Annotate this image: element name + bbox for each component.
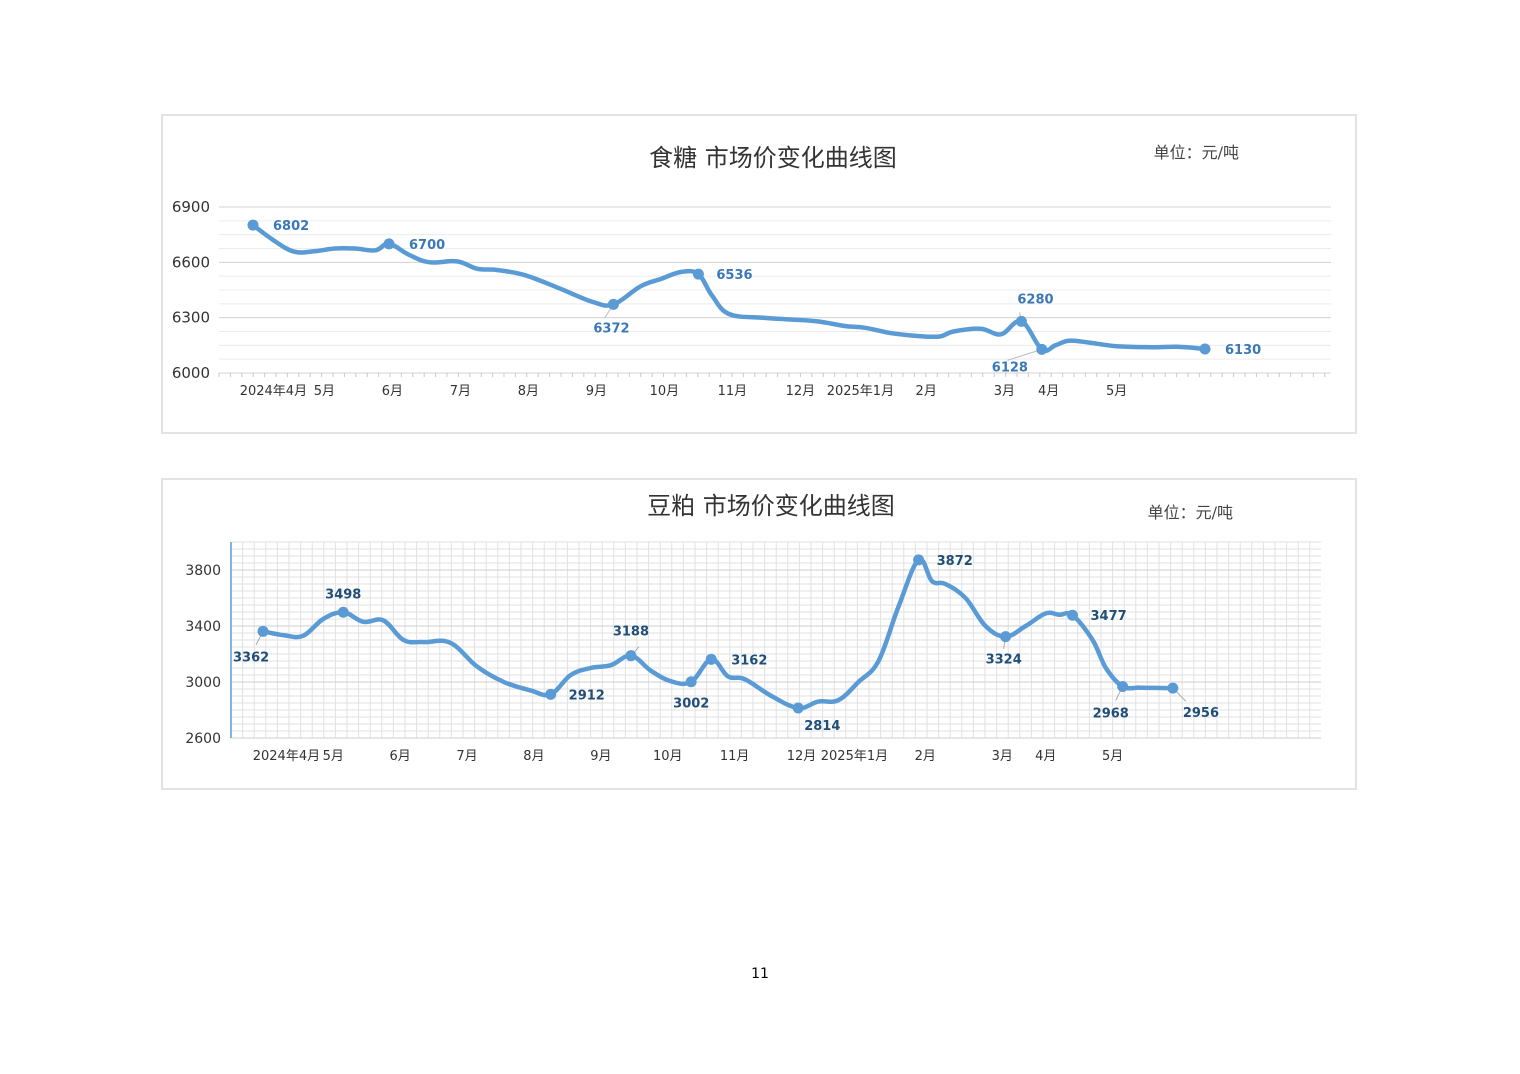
x-tick-label: 5月 <box>323 749 344 764</box>
data-label: 3362 <box>233 650 269 665</box>
data-point-marker <box>1199 343 1211 355</box>
y-tick-label: 6000 <box>172 364 210 382</box>
x-tick-label: 2月 <box>916 384 937 399</box>
page-number: 11 <box>751 966 769 982</box>
y-tick-label: 3400 <box>185 619 221 635</box>
x-tick-label: 8月 <box>518 384 539 399</box>
y-tick-label: 3000 <box>185 675 221 691</box>
data-label: 2956 <box>1183 706 1219 721</box>
data-point-marker <box>545 688 557 700</box>
x-tick-label: 5月 <box>314 384 335 399</box>
data-label: 2968 <box>1093 706 1129 721</box>
y-tick-label: 6600 <box>172 253 210 271</box>
sugar-price-chart: 食糖 市场价变化曲线图 单位：元/吨 6000 6300 6600 6900 2024年4月… <box>172 143 1331 399</box>
data-label: 6536 <box>716 268 752 283</box>
data-label: 6130 <box>1225 343 1261 358</box>
soybean-meal-price-chart: 豆粕 市场价变化曲线图 单位：元/吨 2600 3000 3400 3800 2024年4月… <box>185 492 1321 764</box>
data-label: 3477 <box>1090 609 1126 624</box>
y-tick-label: 6300 <box>172 309 210 327</box>
data-label: 3162 <box>731 653 767 668</box>
x-tick-label: 2024年4月 <box>240 384 307 399</box>
data-point-marker <box>607 298 619 310</box>
unit-label: 单位：元/吨 <box>1154 143 1239 162</box>
x-tick-label: 5月 <box>1106 384 1127 399</box>
x-tick-label: 9月 <box>586 384 607 399</box>
data-point-marker <box>337 606 349 618</box>
x-tick-label: 11月 <box>718 384 748 399</box>
x-tick-label: 12月 <box>786 384 816 399</box>
data-label: 6280 <box>1017 292 1053 307</box>
data-point-marker <box>1167 682 1179 694</box>
data-point-marker <box>1117 680 1129 692</box>
x-tick-label: 3月 <box>994 384 1015 399</box>
data-point-marker <box>705 653 717 665</box>
data-point-marker <box>913 554 925 566</box>
leader-line <box>1007 348 1042 361</box>
data-label: 3872 <box>937 554 973 569</box>
data-point-marker <box>792 702 804 714</box>
y-tick-label: 3800 <box>185 563 221 579</box>
data-point-marker <box>625 650 637 662</box>
data-point-marker <box>685 676 697 688</box>
x-tick-label: 9月 <box>590 749 611 764</box>
x-tick-label: 3月 <box>992 749 1013 764</box>
x-tick-label: 5月 <box>1102 749 1123 764</box>
data-point-marker <box>1066 609 1078 621</box>
data-point-marker <box>1036 343 1048 355</box>
data-label: 3498 <box>325 587 361 602</box>
data-label: 3324 <box>986 653 1022 668</box>
data-label: 2814 <box>804 719 840 734</box>
data-label: 2912 <box>569 688 605 703</box>
data-point-marker <box>692 268 704 280</box>
data-point-marker <box>247 219 259 231</box>
x-tick-label: 7月 <box>456 749 477 764</box>
x-tick-label: 2025年1月 <box>827 384 894 399</box>
x-tick-label: 2月 <box>915 749 936 764</box>
series-line <box>260 557 1176 711</box>
chart-title: 食糖 市场价变化曲线图 <box>649 144 897 172</box>
data-label: 6802 <box>273 219 309 234</box>
x-tick-label: 6月 <box>382 384 403 399</box>
data-point-marker <box>1015 315 1027 327</box>
x-tick-label: 10月 <box>650 384 680 399</box>
x-tick-label: 6月 <box>390 749 411 764</box>
x-tick-label: 8月 <box>523 749 544 764</box>
data-point-marker <box>257 625 269 637</box>
unit-label: 单位：元/吨 <box>1148 503 1233 522</box>
x-tick-label: 11月 <box>720 749 750 764</box>
x-tick-label: 4月 <box>1035 749 1056 764</box>
x-tick-label: 10月 <box>653 749 683 764</box>
y-tick-label: 6900 <box>172 198 210 216</box>
x-tick-label: 12月 <box>787 749 817 764</box>
data-label: 3188 <box>613 625 649 640</box>
sugar-chart-panel: 食糖 市场价变化曲线图 单位：元/吨 6000 6300 6600 6900 2024年4月… <box>161 114 1357 434</box>
x-tick-label: 2024年4月 <box>253 749 320 764</box>
gridlines <box>230 541 1321 739</box>
chart-title: 豆粕 市场价变化曲线图 <box>647 492 895 520</box>
y-tick-label: 2600 <box>185 731 221 747</box>
data-point-marker <box>383 238 395 250</box>
x-tick-label: 7月 <box>450 384 471 399</box>
soybean-meal-chart-panel: 豆粕 市场价变化曲线图 单位：元/吨 2600 3000 3400 3800 2024年4月… <box>161 478 1357 790</box>
data-label: 6372 <box>593 321 629 336</box>
data-label: 6128 <box>992 360 1028 375</box>
x-tick-label: 4月 <box>1038 384 1059 399</box>
x-tick-label: 2025年1月 <box>821 749 888 764</box>
data-label: 3002 <box>673 697 709 712</box>
data-point-marker <box>1000 631 1012 643</box>
data-label: 6700 <box>409 238 445 253</box>
